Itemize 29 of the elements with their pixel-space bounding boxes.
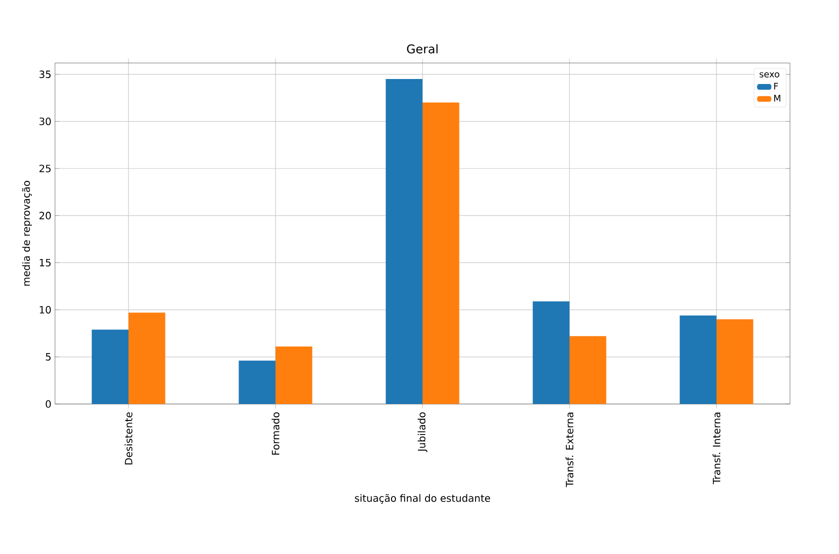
y-tick-label: 0 [46,400,51,408]
x-tick-label: Formado [272,412,280,455]
bar [716,319,754,404]
chart-title: Geral [407,44,438,54]
x-tick-label: Transf. Interna [712,412,720,484]
y-tick-label: 15 [40,258,51,266]
bar [386,79,422,404]
bar [422,102,460,404]
legend-label: F [774,82,778,90]
bar [680,315,716,404]
y-tick-label: 5 [46,353,51,361]
bar [92,330,129,404]
bar [569,336,606,404]
bar [532,301,570,404]
y-tick-label: 25 [39,164,51,172]
y-tick-label: 30 [40,118,51,126]
bar [238,360,276,404]
y-tick-label: 10 [40,306,51,314]
x-tick-label: Desistente [124,412,132,464]
x-tick-label: Transf. Externa [566,412,574,488]
legend-label: M [774,94,780,102]
x-tick-label: Jubilado [418,412,428,452]
y-axis-title: media de reprovação [22,180,32,286]
y-tick-label: 35 [40,70,51,78]
legend-title: sexo [760,72,780,78]
bar [128,312,166,404]
x-axis-title: situação final do estudante [354,494,490,504]
bar [276,346,312,404]
y-tick-label: 20 [39,212,51,220]
